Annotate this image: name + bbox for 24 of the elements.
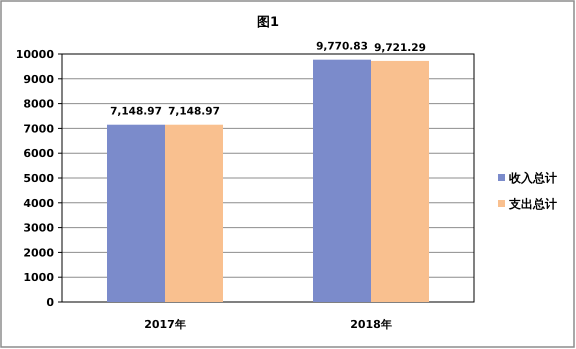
bar	[313, 60, 371, 302]
y-tick-label: 3000	[23, 222, 54, 235]
y-tick-label: 10000	[16, 48, 54, 61]
bar	[107, 124, 165, 302]
x-tick-label: 2017年	[144, 318, 186, 331]
data-label: 7,148.97	[168, 106, 220, 118]
y-tick-label: 4000	[23, 196, 54, 210]
data-label: 9,721.29	[374, 42, 426, 54]
y-tick-label: 7000	[23, 122, 54, 136]
y-tick-label: 2000	[23, 246, 54, 260]
y-tick-label: 6000	[23, 147, 54, 160]
y-tick-label: 9000	[23, 72, 54, 86]
bar	[371, 60, 429, 302]
x-tick-label: 2018年	[350, 318, 392, 331]
bar	[165, 124, 223, 302]
y-tick-label: 8000	[23, 98, 54, 111]
data-label: 9,770.83	[316, 40, 368, 53]
y-tick-label: 5000	[23, 172, 54, 185]
data-label: 7,148.97	[110, 106, 162, 118]
y-tick-label: 0	[46, 296, 54, 309]
chart-title: 图1	[256, 15, 280, 30]
legend-label: 支出总计	[508, 197, 557, 211]
y-tick-label: 1000	[23, 271, 54, 284]
legend-label: 收入总计	[509, 171, 557, 185]
